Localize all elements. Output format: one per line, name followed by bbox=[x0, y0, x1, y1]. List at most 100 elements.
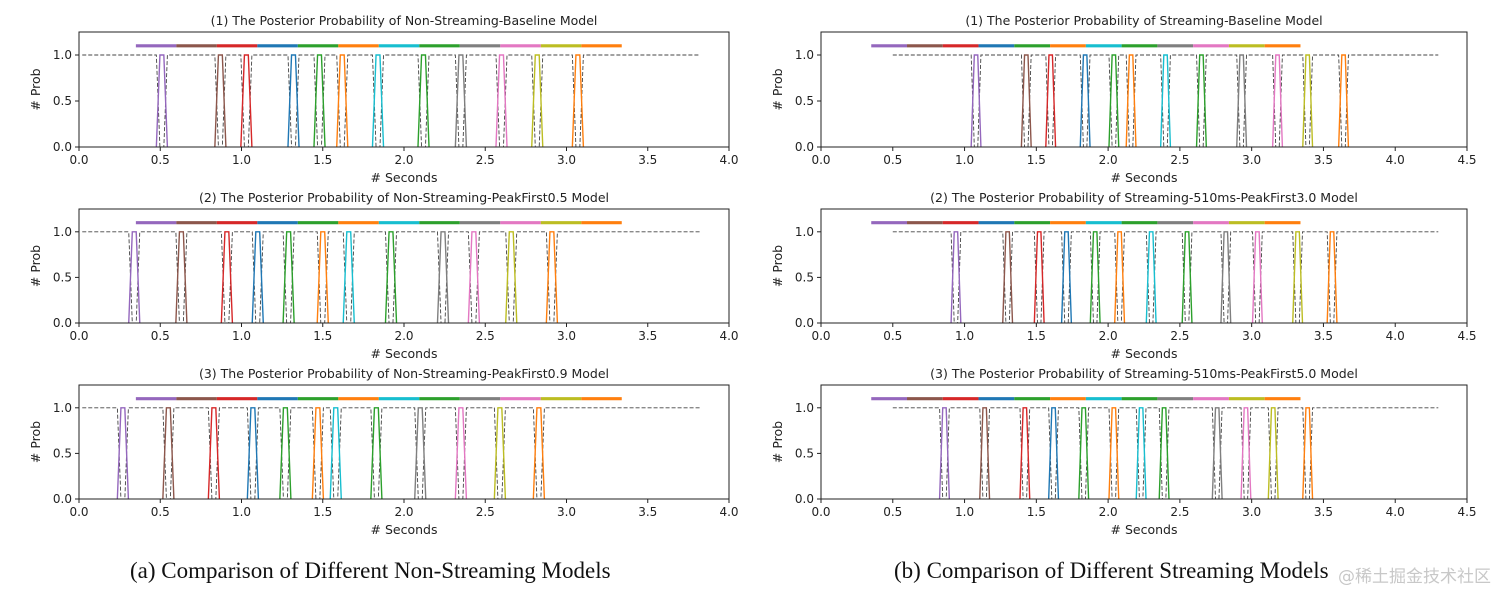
token-peak bbox=[1158, 407, 1170, 500]
x-tick-label: 2.5 bbox=[1170, 329, 1189, 343]
x-tick-label: 4.0 bbox=[719, 329, 738, 343]
token-peak bbox=[970, 54, 982, 148]
x-tick-label: 1.5 bbox=[1027, 329, 1046, 343]
token-peak bbox=[279, 407, 292, 500]
token-peak bbox=[1135, 407, 1147, 500]
token-peak bbox=[1211, 407, 1223, 500]
x-axis-label: # Seconds bbox=[1111, 170, 1178, 185]
token-peak bbox=[1337, 54, 1350, 148]
x-tick-label: 0.0 bbox=[811, 329, 830, 343]
axes-frame bbox=[78, 31, 730, 148]
token-peak bbox=[155, 54, 169, 148]
y-axis-label: # Prob bbox=[28, 421, 43, 463]
token-peak bbox=[571, 54, 585, 148]
token-peak bbox=[545, 231, 559, 324]
x-tick-label: 3.0 bbox=[557, 505, 576, 519]
token-peak bbox=[1267, 407, 1279, 500]
token-peak bbox=[1078, 407, 1090, 500]
x-tick-label: 3.0 bbox=[557, 153, 576, 167]
token-peak bbox=[979, 407, 991, 500]
x-tick-label: 1.5 bbox=[1027, 153, 1046, 167]
token-peak bbox=[336, 54, 349, 148]
x-tick-label: 1.5 bbox=[313, 505, 332, 519]
axes-frame bbox=[820, 31, 1468, 148]
token-peak bbox=[371, 54, 385, 148]
token-peak bbox=[1220, 231, 1232, 324]
y-tick-label: 0.0 bbox=[53, 316, 72, 330]
token-peak bbox=[454, 54, 468, 148]
subplot-1: (1) The Posterior Probability of Non-Str… bbox=[28, 13, 739, 185]
y-tick-label: 1.0 bbox=[795, 48, 814, 62]
token-peak bbox=[467, 231, 481, 324]
y-tick-label: 0.5 bbox=[795, 446, 814, 460]
x-axis-label: # Seconds bbox=[371, 170, 438, 185]
subplot-title: (3) The Posterior Probability of Non-Str… bbox=[199, 366, 609, 381]
subplot-title: (3) The Posterior Probability of Streami… bbox=[930, 366, 1358, 381]
token-peak bbox=[1020, 54, 1032, 148]
token-peak bbox=[162, 407, 175, 500]
x-tick-label: 1.5 bbox=[313, 329, 332, 343]
token-peak bbox=[1240, 407, 1252, 500]
x-tick-label: 2.0 bbox=[394, 153, 413, 167]
token-peak bbox=[1159, 54, 1172, 148]
axes-frame bbox=[820, 384, 1468, 500]
x-axis-label: # Seconds bbox=[1111, 522, 1178, 537]
x-tick-label: 2.5 bbox=[476, 329, 495, 343]
token-peak bbox=[246, 407, 260, 500]
x-tick-label: 3.5 bbox=[638, 505, 657, 519]
x-tick-label: 0.5 bbox=[883, 329, 902, 343]
x-tick-label: 2.5 bbox=[1170, 153, 1189, 167]
blank-probability-line bbox=[82, 54, 700, 148]
x-tick-label: 0.5 bbox=[883, 505, 902, 519]
token-peak bbox=[1236, 54, 1248, 148]
x-axis-label: # Seconds bbox=[371, 346, 438, 361]
token-peak bbox=[240, 54, 253, 148]
token-peak bbox=[128, 231, 141, 324]
token-peak bbox=[1108, 54, 1120, 148]
y-tick-label: 0.0 bbox=[795, 316, 814, 330]
token-peak bbox=[329, 407, 342, 500]
subplot-2: (2) The Posterior Probability of Non-Str… bbox=[28, 190, 739, 361]
x-tick-label: 3.5 bbox=[1314, 505, 1333, 519]
y-tick-label: 0.5 bbox=[795, 270, 814, 284]
x-tick-label: 2.0 bbox=[1099, 505, 1118, 519]
token-peak bbox=[282, 231, 295, 324]
token-peak bbox=[505, 231, 518, 324]
token-peak bbox=[116, 407, 130, 500]
subplot-5: (2) The Posterior Probability of Streami… bbox=[770, 190, 1477, 361]
blank-probability-line bbox=[82, 407, 700, 500]
x-tick-label: 1.0 bbox=[955, 329, 974, 343]
subplot-4: (1) The Posterior Probability of Streami… bbox=[770, 13, 1477, 185]
x-tick-label: 4.0 bbox=[1386, 505, 1405, 519]
token-peak bbox=[384, 231, 398, 324]
token-peak bbox=[531, 54, 544, 148]
x-tick-label: 3.5 bbox=[1314, 329, 1333, 343]
token-peak bbox=[1033, 231, 1045, 324]
token-peak bbox=[1108, 407, 1120, 500]
token-peak bbox=[220, 231, 234, 324]
x-tick-label: 0.5 bbox=[151, 329, 170, 343]
token-peak bbox=[1079, 54, 1091, 148]
x-tick-label: 4.0 bbox=[719, 505, 738, 519]
y-tick-label: 1.0 bbox=[53, 401, 72, 415]
x-tick-label: 2.5 bbox=[476, 505, 495, 519]
subplot-title: (2) The Posterior Probability of Streami… bbox=[930, 190, 1358, 205]
x-tick-label: 3.5 bbox=[1314, 153, 1333, 167]
caption-non-streaming: (a) Comparison of Different Non-Streamin… bbox=[130, 558, 611, 583]
x-tick-label: 4.0 bbox=[1386, 329, 1405, 343]
y-tick-label: 0.5 bbox=[53, 270, 72, 284]
axes-frame bbox=[820, 208, 1468, 324]
y-axis-label: # Prob bbox=[770, 421, 785, 463]
token-peak bbox=[414, 407, 427, 500]
x-tick-label: 2.5 bbox=[1170, 505, 1189, 519]
token-peak bbox=[251, 231, 264, 324]
x-tick-label: 1.0 bbox=[232, 505, 251, 519]
y-axis-label: # Prob bbox=[770, 245, 785, 287]
x-tick-label: 3.0 bbox=[1242, 329, 1261, 343]
x-tick-label: 3.5 bbox=[638, 329, 657, 343]
token-peak bbox=[1047, 407, 1060, 500]
token-peak bbox=[1181, 231, 1193, 324]
token-peak bbox=[1326, 231, 1338, 324]
y-tick-label: 0.0 bbox=[795, 140, 814, 154]
